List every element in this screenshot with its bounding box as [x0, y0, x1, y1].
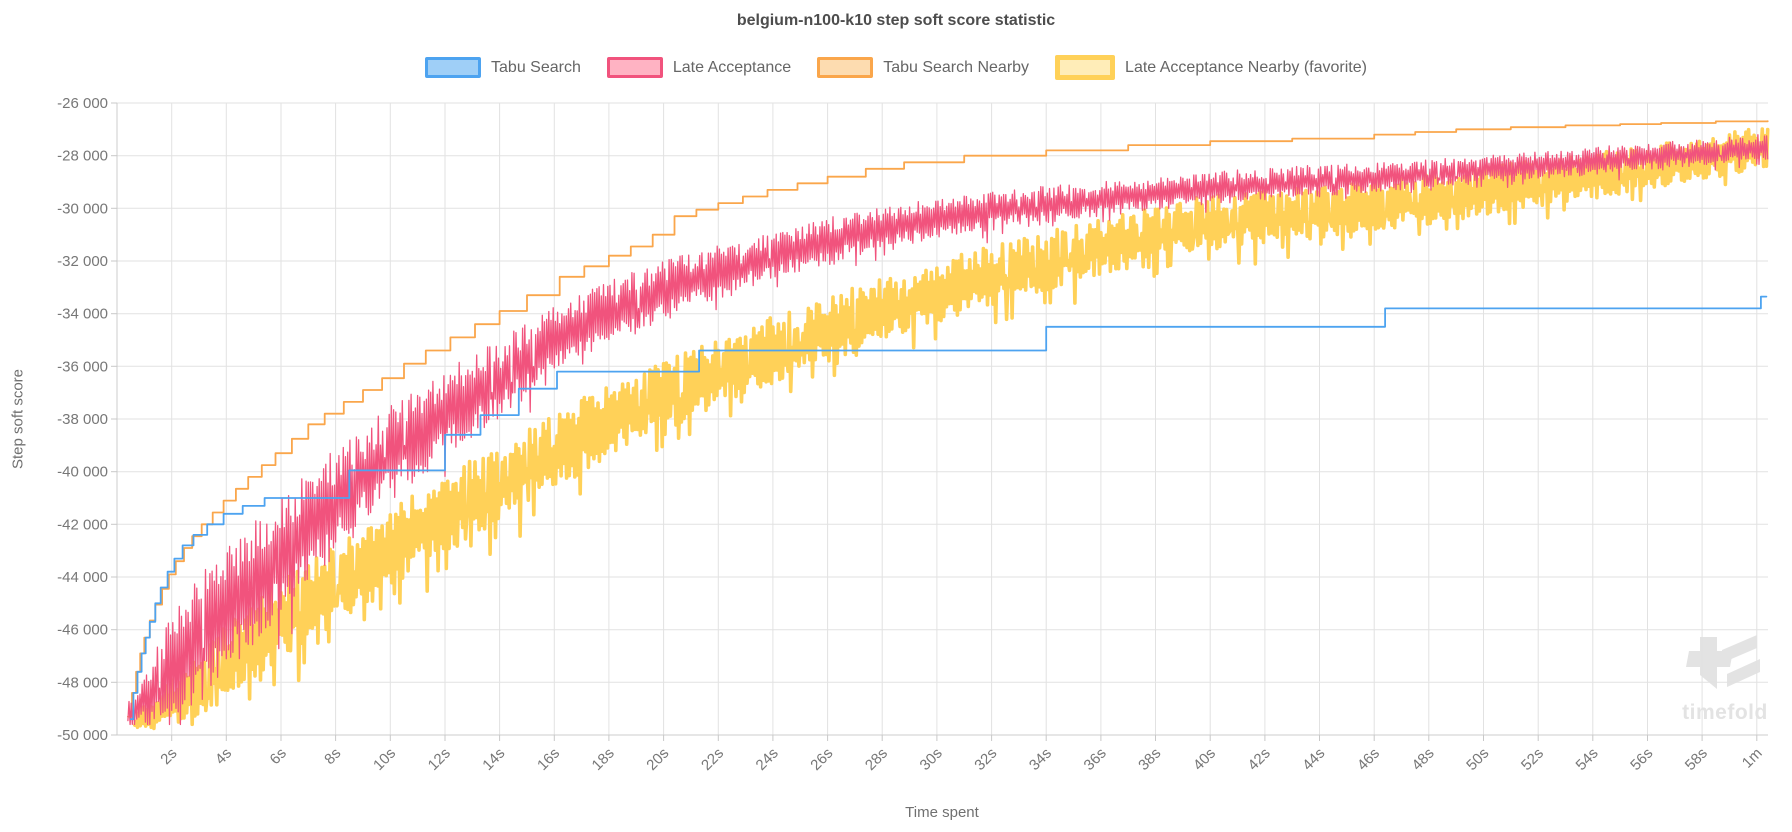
y-tick-label: -34 000	[57, 306, 108, 323]
legend-item-tabu-search[interactable]: Tabu Search	[425, 57, 581, 78]
legend-item-late-acceptance[interactable]: Late Acceptance	[606, 57, 792, 78]
x-tick-label: 32s	[971, 745, 1000, 774]
x-tick-label: 50s	[1463, 745, 1492, 774]
x-tick-label: 30s	[917, 745, 946, 774]
x-tick-label: 42s	[1245, 745, 1274, 774]
x-tick-label: 34s	[1026, 745, 1055, 774]
legend-swatch-icon	[606, 57, 663, 78]
x-tick-label: 16s	[534, 745, 563, 774]
series-line-tabu-search	[129, 295, 1768, 721]
x-tick-label: 52s	[1518, 745, 1547, 774]
x-axis-title: Time spent	[905, 804, 979, 821]
x-tick-label: 44s	[1299, 745, 1328, 774]
x-tick-label: 40s	[1190, 745, 1219, 774]
y-tick-label: -50 000	[57, 727, 108, 744]
x-tick-label: 58s	[1682, 745, 1711, 774]
series-lines	[127, 120, 1770, 731]
legend-item-late-acceptance-nearby-favorite[interactable]: Late Acceptance Nearby (favorite)	[1055, 55, 1367, 80]
x-tick-label: 6s	[267, 745, 290, 768]
x-tick-label: 56s	[1627, 745, 1656, 774]
timefold-logo-icon: timefold	[1682, 635, 1768, 724]
x-tick-label: 48s	[1409, 745, 1438, 774]
y-tick-label: -40 000	[57, 464, 108, 481]
x-tick-label: 8s	[321, 745, 344, 768]
legend-item-tabu-search-nearby[interactable]: Tabu Search Nearby	[817, 57, 1029, 78]
y-tick-label: -38 000	[57, 411, 108, 428]
x-tick-label: 1m	[1739, 745, 1766, 772]
legend: Tabu Search Late Acceptance Tabu Search Ne…	[0, 55, 1792, 80]
watermark-text: timefold	[1682, 701, 1768, 724]
y-tick-label: -42 000	[57, 516, 108, 533]
y-tick-label: -46 000	[57, 622, 108, 639]
x-tick-label: 24s	[753, 745, 782, 774]
legend-label: Late Acceptance	[672, 58, 792, 76]
x-tick-label: 4s	[212, 745, 235, 768]
chart-title: belgium-n100-k10 step soft score statist…	[736, 12, 1056, 29]
series-line-late-acceptance	[127, 134, 1769, 726]
y-tick-label: -48 000	[57, 674, 108, 691]
x-tick-label: 46s	[1354, 745, 1383, 774]
series-line-late-acceptance-nearby-favorite	[133, 127, 1770, 731]
x-tick-label: 28s	[862, 745, 891, 774]
legend-label: Late Acceptance Nearby (favorite)	[1125, 58, 1367, 76]
y-tick-label: -26 000	[57, 95, 108, 112]
y-tick-label: -32 000	[57, 253, 108, 270]
y-tick-label: -44 000	[57, 569, 108, 586]
x-tick-label: 38s	[1135, 745, 1164, 774]
axes	[111, 102, 1768, 741]
x-tick-label: 10s	[370, 745, 399, 774]
legend-swatch-icon	[1055, 55, 1116, 80]
legend-swatch-icon	[425, 57, 482, 78]
x-tick-label: 2s	[157, 745, 180, 768]
series-line-tabu-search-nearby	[127, 120, 1769, 718]
x-tick-label: 36s	[1081, 745, 1110, 774]
legend-label: Tabu Search Nearby	[883, 58, 1030, 76]
x-tick-label: 26s	[807, 745, 836, 774]
y-tick-label: -28 000	[57, 148, 108, 165]
x-tick-label: 12s	[425, 745, 454, 774]
legend-swatch-icon	[817, 57, 874, 78]
x-tick-label: 14s	[479, 745, 508, 774]
x-tick-label: 22s	[698, 745, 727, 774]
y-tick-label: -36 000	[57, 358, 108, 375]
x-tick-label: 20s	[643, 745, 672, 774]
y-tick-label: -30 000	[57, 200, 108, 217]
legend-label: Tabu Search	[491, 58, 581, 76]
y-axis-title: Step soft score	[9, 368, 27, 470]
x-tick-label: 54s	[1573, 745, 1602, 774]
x-tick-label: 18s	[589, 745, 618, 774]
